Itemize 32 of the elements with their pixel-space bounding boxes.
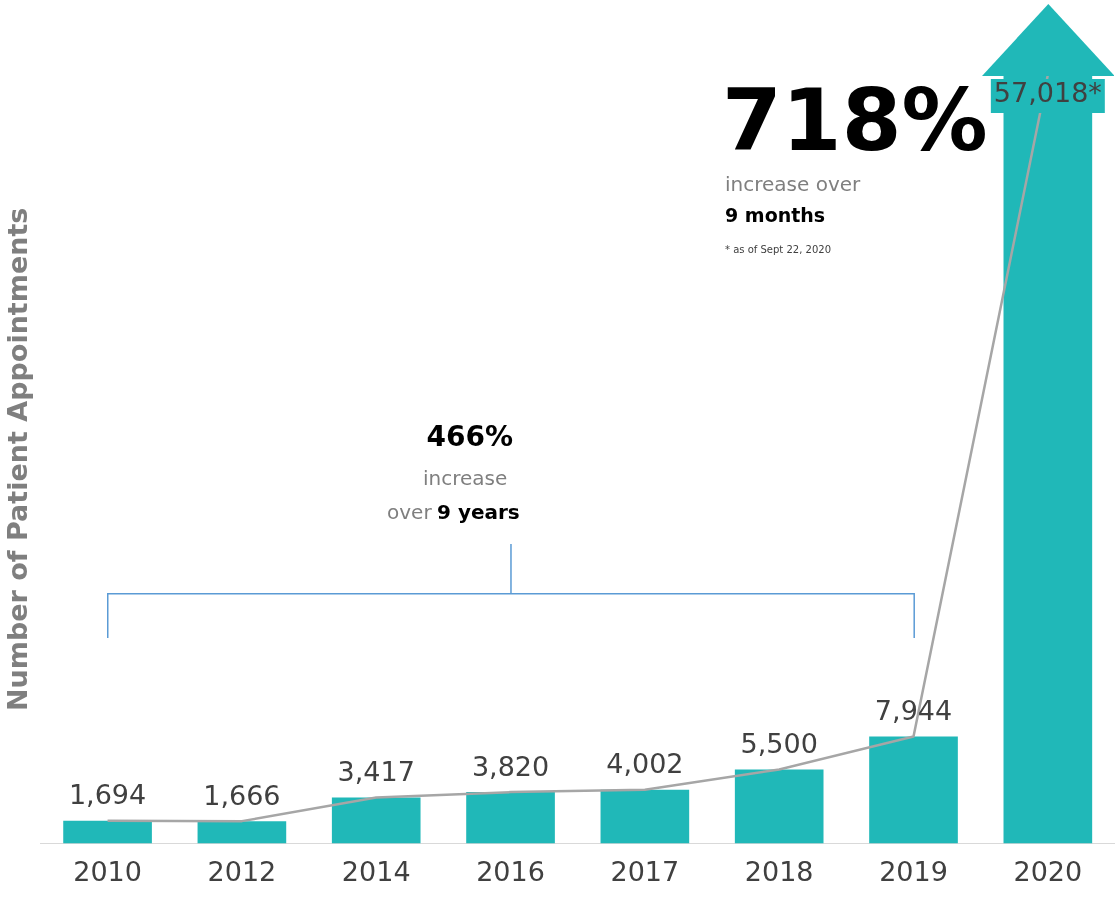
bar	[869, 736, 958, 844]
x-tick-label: 2018	[744, 855, 814, 887]
data-label: 3,820	[471, 750, 550, 782]
y-axis-title: Number of Patient Appointments	[2, 207, 34, 712]
data-label: 57,018*	[993, 76, 1102, 108]
x-tick-label: 2020	[1013, 855, 1083, 887]
data-label: 1,694	[68, 779, 147, 811]
annotation: 466%	[426, 420, 514, 453]
x-tick-label: 2012	[207, 855, 277, 887]
bar	[734, 769, 824, 844]
annotation: 718%	[722, 70, 988, 170]
annotation: increase over	[725, 172, 861, 196]
annotation: 9 years	[437, 500, 520, 524]
x-tick-label: 2010	[73, 855, 142, 887]
data-label: 5,500	[740, 727, 818, 759]
data-label: 3,417	[337, 756, 415, 788]
x-tick-label: 2017	[610, 855, 680, 887]
annotation: increase	[423, 466, 508, 490]
data-label: 7,944	[874, 695, 953, 727]
annotation: * as of Sept 22, 2020	[725, 244, 831, 255]
bar	[600, 789, 690, 844]
data-label: 1,666	[203, 779, 281, 811]
bar	[331, 797, 421, 844]
annotation: 9 months	[725, 204, 826, 226]
x-tick-label: 2014	[341, 855, 411, 887]
bar	[63, 820, 152, 844]
bar	[466, 792, 555, 844]
annotation: over	[387, 500, 432, 524]
data-label: 4,002	[606, 748, 684, 780]
bar	[197, 821, 287, 844]
x-tick-label: 2019	[879, 855, 948, 887]
x-tick-label: 2016	[476, 855, 545, 887]
